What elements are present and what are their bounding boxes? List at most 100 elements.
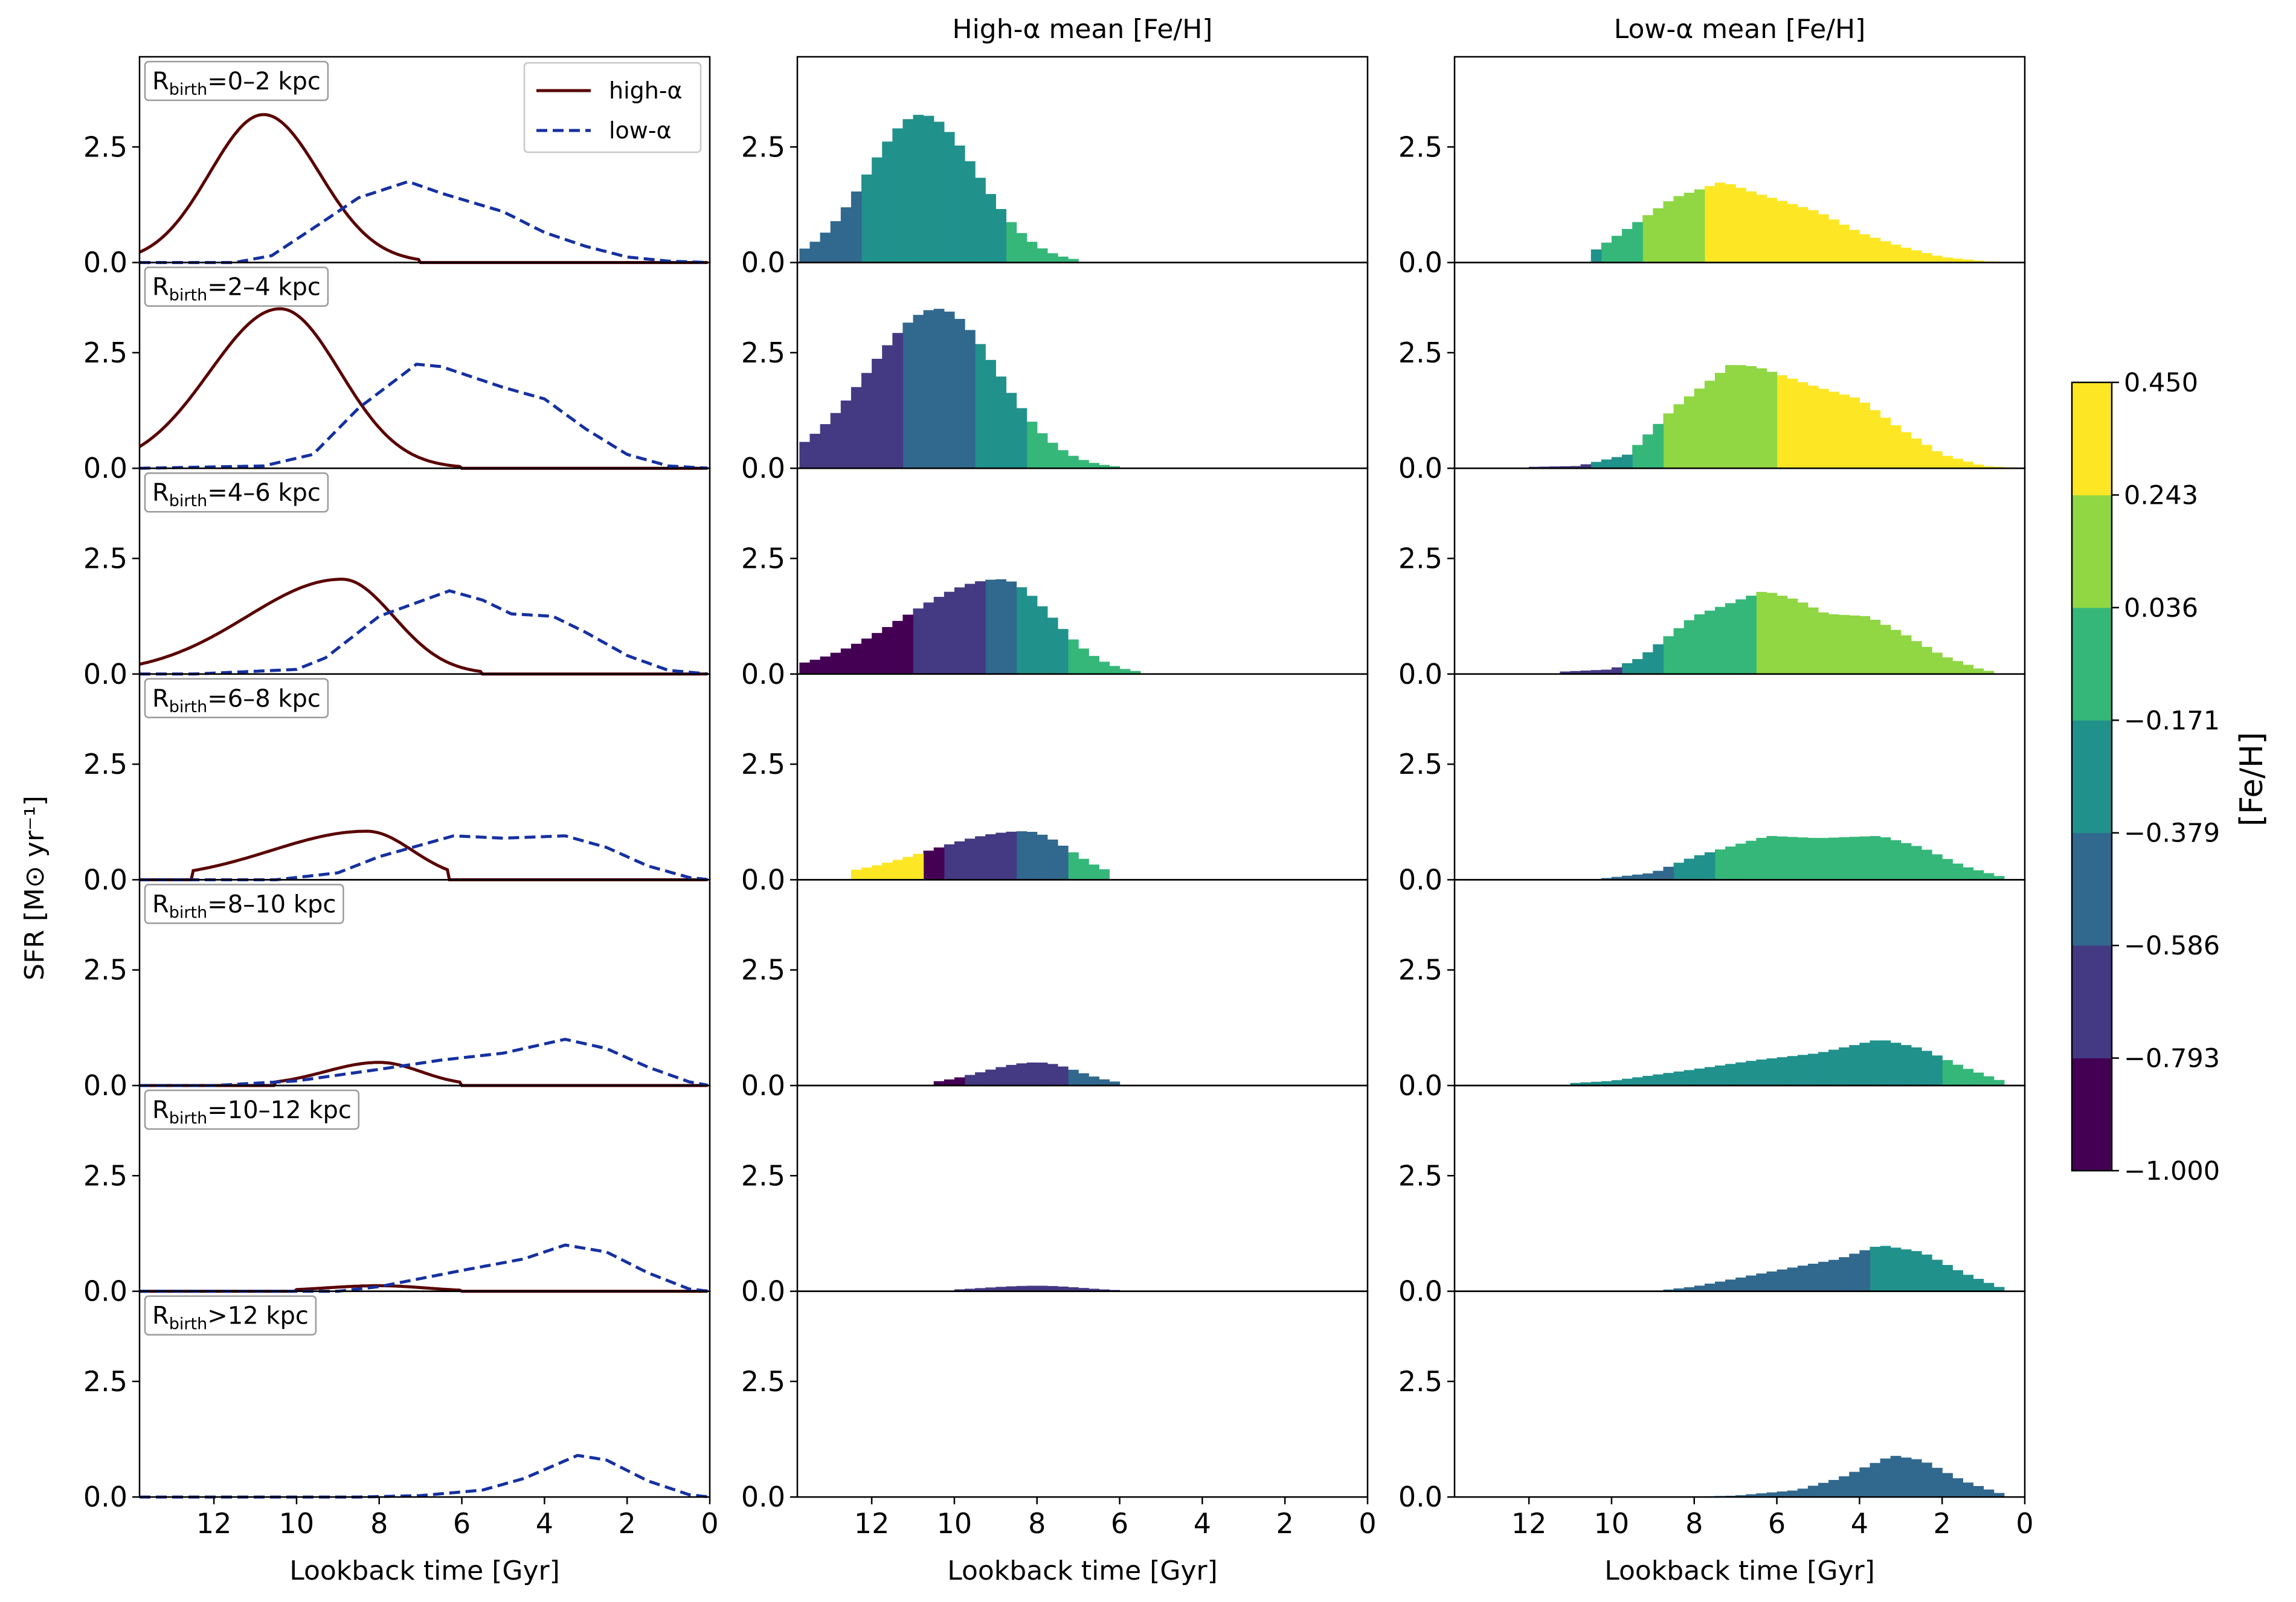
hist-bar xyxy=(1952,1270,1963,1292)
hist-bar xyxy=(1890,1043,1902,1086)
hist-bar xyxy=(851,869,862,880)
hist-bar xyxy=(1704,852,1716,880)
row-label: Rbirth=8–10 kpc xyxy=(152,890,336,922)
hist-bar xyxy=(1983,873,1995,880)
hist-bar xyxy=(1673,1071,1685,1086)
panel-r1-c2: 0.0 2.5 xyxy=(1398,262,2026,484)
hist-bar xyxy=(1756,1493,1767,1497)
y-tick-label: 0.0 xyxy=(741,1481,785,1513)
hist-bar xyxy=(1725,603,1736,674)
hist-bar xyxy=(1911,1459,1922,1497)
hist-bar xyxy=(1089,1288,1099,1292)
row-4: 0.0 2.5 Rbirth=8–10 kpc 0.0 2.5 0.0 2.5 xyxy=(83,879,2026,1102)
x-tick-label: 8 xyxy=(370,1507,388,1540)
hist-bar xyxy=(1673,1288,1685,1292)
hist-bar xyxy=(1983,466,1995,469)
hist-bar xyxy=(1952,661,1963,674)
x-axis-label-col2: Lookback time [Gyr] xyxy=(1604,1555,1875,1586)
hist-bar xyxy=(1653,423,1664,469)
hist-bar xyxy=(1849,230,1860,263)
hist-bar xyxy=(1942,1265,1953,1292)
hist-bar xyxy=(1611,877,1622,880)
hist-bar xyxy=(1963,462,1974,469)
hist-bar xyxy=(1006,581,1017,674)
hist-bar xyxy=(1694,614,1705,674)
panel-r3-c1: 0.0 2.5 xyxy=(741,673,1369,896)
y-tick-label: 2.5 xyxy=(1398,748,1442,780)
colorbar-band xyxy=(2072,607,2112,721)
hist-bar xyxy=(944,844,955,880)
hist-bar xyxy=(882,345,893,469)
y-tick-label: 2.5 xyxy=(83,954,127,986)
x-tick-label: 12 xyxy=(196,1507,232,1540)
hist-bar xyxy=(1766,1058,1778,1086)
hist-bar xyxy=(1900,635,1912,674)
hist-bar xyxy=(1006,1286,1017,1292)
x-tick-label: 2 xyxy=(1276,1507,1294,1540)
hist-bar xyxy=(1663,636,1674,674)
y-tick-label: 0.0 xyxy=(741,1275,785,1308)
hist-bar xyxy=(1870,619,1881,674)
hist-bar xyxy=(965,838,976,880)
hist-bar xyxy=(1735,365,1746,469)
hist-bar xyxy=(1921,445,1932,469)
hist-bar xyxy=(1714,373,1726,469)
hist-bar xyxy=(1663,1289,1674,1292)
hist-bar xyxy=(985,359,996,469)
hist-bar xyxy=(1973,1072,1984,1086)
y-tick-label: 0.0 xyxy=(1398,246,1442,279)
hist-bar xyxy=(1828,219,1839,263)
hist-bar xyxy=(1746,1061,1757,1086)
hist-bar xyxy=(1704,610,1716,674)
row-label-box xyxy=(144,1089,360,1130)
hist-bar xyxy=(809,660,821,674)
y-tick-label: 2.5 xyxy=(83,1365,127,1398)
hist-bar xyxy=(1611,457,1622,469)
hist-bar xyxy=(1078,858,1089,880)
hist-bar xyxy=(1932,854,1943,880)
hist-bar xyxy=(1777,836,1788,880)
y-tick-label: 2.5 xyxy=(741,336,785,369)
hist-bar xyxy=(1983,671,1995,674)
hist-bar xyxy=(1973,1486,1984,1497)
hist-bar xyxy=(1016,1285,1027,1292)
hist-bar xyxy=(1704,1283,1716,1292)
hist-bar xyxy=(1601,878,1612,880)
panel-r0-c0: 0.0 2.5 Rbirth=0–2 kpc high-α low-α xyxy=(83,56,711,279)
hist-bar xyxy=(1973,668,1984,674)
hist-bar xyxy=(1026,1285,1038,1292)
hist-bar xyxy=(985,834,996,880)
hist-bar xyxy=(1890,425,1902,469)
hist-bar xyxy=(1777,375,1788,469)
panel-r2-c2: 0.0 2.5 xyxy=(1398,467,2026,690)
hist-bar xyxy=(1890,244,1902,263)
hist-bar xyxy=(1890,1456,1902,1497)
hist-bar xyxy=(1890,840,1902,880)
hist-bar xyxy=(1880,837,1891,880)
hist-bar xyxy=(1590,670,1602,674)
hist-bar xyxy=(1890,629,1902,674)
hist-bar xyxy=(902,614,914,674)
hist-bar xyxy=(1787,837,1798,880)
x-tick-label: 10 xyxy=(279,1507,315,1540)
hist-bar xyxy=(1016,831,1027,880)
hist-bar xyxy=(1694,189,1705,263)
low-alpha-line xyxy=(140,1453,708,1499)
hist-bar xyxy=(1828,391,1839,469)
hist-bar xyxy=(944,1079,955,1086)
hist-bar xyxy=(923,310,934,469)
hist-bar xyxy=(1663,413,1674,469)
hist-bar xyxy=(1993,1287,2005,1292)
hist-bar xyxy=(1037,433,1048,469)
hist-bar xyxy=(1580,671,1592,674)
x-tick-label: 4 xyxy=(536,1507,553,1540)
hist-bar xyxy=(1880,1458,1891,1497)
hist-bar xyxy=(1777,201,1788,263)
hist-bar xyxy=(1963,664,1974,674)
hist-bar xyxy=(1911,250,1922,263)
panel-r2-c0: 0.0 2.5 Rbirth=4–6 kpc xyxy=(83,467,711,690)
hist-bar xyxy=(892,860,904,880)
hist-bar xyxy=(1016,587,1027,674)
panel-frame xyxy=(796,1084,1369,1292)
hist-bar xyxy=(851,191,862,263)
